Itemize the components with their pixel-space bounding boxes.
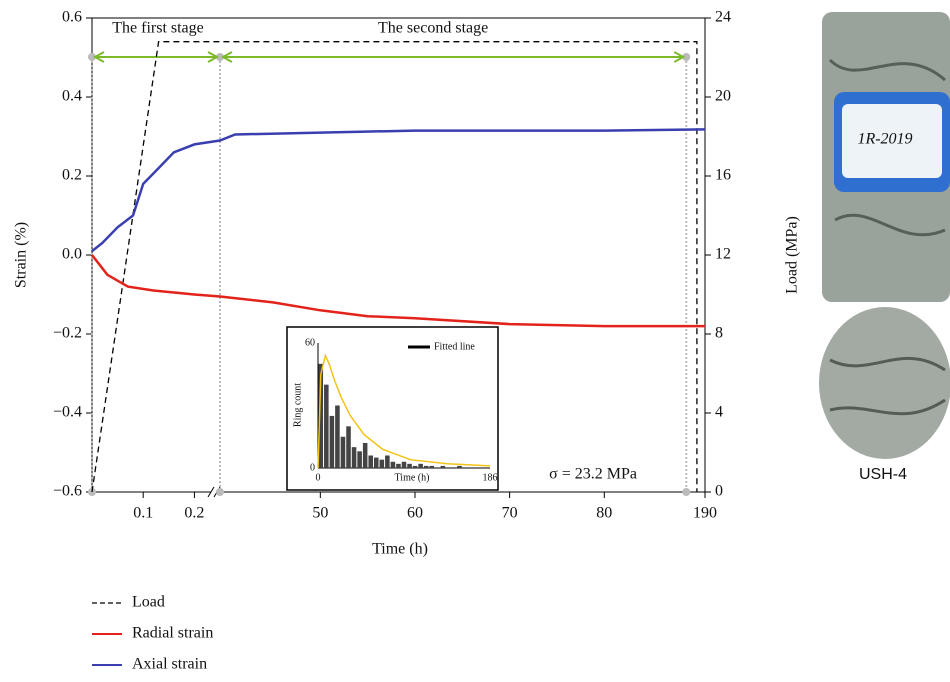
annotation: σ = 23.2 MPa xyxy=(549,466,637,483)
tag-text: 1R-2019 xyxy=(857,131,912,148)
texture xyxy=(829,356,946,416)
bar xyxy=(379,459,385,468)
bar xyxy=(357,451,362,468)
fit-line xyxy=(317,353,491,469)
x-tick-label: 60 xyxy=(407,505,423,522)
bar xyxy=(412,465,418,468)
y-tick-label: −0.6 xyxy=(53,483,82,500)
bar xyxy=(329,415,335,468)
x-tick-label: 50 xyxy=(312,505,328,522)
inset-y-tick-label: 60 xyxy=(305,337,315,348)
x-tick-label: 70 xyxy=(502,505,518,522)
series-line xyxy=(91,128,706,253)
stage-dot xyxy=(682,488,691,496)
y-tick-label: 0.0 xyxy=(62,246,82,263)
y2-tick-label: 12 xyxy=(715,246,731,263)
stage-dot xyxy=(216,488,224,496)
y2-tick-label: 4 xyxy=(715,404,723,421)
bar xyxy=(396,463,401,468)
bar xyxy=(362,443,368,468)
stage-label: The first stage xyxy=(112,20,204,37)
end-face xyxy=(819,307,950,459)
bar xyxy=(440,465,446,468)
bar xyxy=(368,455,373,468)
y2-tick-label: 8 xyxy=(715,325,723,342)
bar xyxy=(390,461,396,468)
arrow-head xyxy=(92,51,220,63)
inset-x-tick-label: 0 xyxy=(316,472,321,483)
y-tick-label: 0.4 xyxy=(62,88,82,105)
y-tick-label: −0.4 xyxy=(53,404,82,421)
bar xyxy=(407,463,412,468)
y-tick-label: −0.2 xyxy=(53,325,82,342)
inset-y-label: Ring count xyxy=(292,383,303,427)
series-line xyxy=(91,41,698,493)
y2-tick-label: 16 xyxy=(715,167,731,184)
y2-tick-label: 24 xyxy=(715,9,731,26)
bar xyxy=(385,455,390,468)
inset-legend-label: Fitted line xyxy=(434,341,475,352)
x-tick-label: 0.2 xyxy=(184,505,204,522)
x-tick-label: 80 xyxy=(596,505,612,522)
y-tick-label: 0.2 xyxy=(62,167,82,184)
stage-dot xyxy=(682,53,691,61)
bar xyxy=(340,436,346,468)
y2-tick-label: 20 xyxy=(715,88,731,105)
bar xyxy=(401,461,407,468)
tag xyxy=(842,104,942,178)
bar xyxy=(335,405,340,468)
bar xyxy=(373,457,379,468)
legend-label: Axial strain xyxy=(132,656,207,673)
series-line xyxy=(91,254,705,328)
arrow-head xyxy=(220,51,686,63)
x-axis-label: Time (h) xyxy=(372,541,428,558)
bar xyxy=(457,465,462,468)
specimen-label: USH-4 xyxy=(859,466,907,483)
inset-x-label: Time (h) xyxy=(395,472,430,483)
bar xyxy=(346,426,351,468)
bar xyxy=(423,465,429,468)
specimen-photo: 1R-2019 USH-4 xyxy=(819,12,950,483)
y2-axis-label: Load (MPa) xyxy=(784,216,801,294)
inset-y-tick-label: 0 xyxy=(310,462,315,473)
y-axis-label: Strain (%) xyxy=(13,222,30,288)
bar xyxy=(418,463,423,468)
stage-dot xyxy=(216,53,224,61)
stage-dot xyxy=(88,53,96,61)
y-tick-label: 0.6 xyxy=(62,9,82,26)
inset: 0 186 0 60 Time (h) Ring count Fitted line xyxy=(286,326,499,491)
stage-label: The second stage xyxy=(378,20,488,37)
inset-x-tick-label: 186 xyxy=(483,472,498,483)
bar xyxy=(318,363,324,468)
legend-label: Radial strain xyxy=(132,625,213,642)
x-tick-label: 0.1 xyxy=(133,505,153,522)
bar xyxy=(429,465,435,468)
x-tick-label: 190 xyxy=(693,505,717,522)
bar xyxy=(324,384,329,468)
legend-label: Load xyxy=(132,594,165,611)
bar xyxy=(351,447,357,468)
y2-tick-label: 0 xyxy=(715,483,723,500)
